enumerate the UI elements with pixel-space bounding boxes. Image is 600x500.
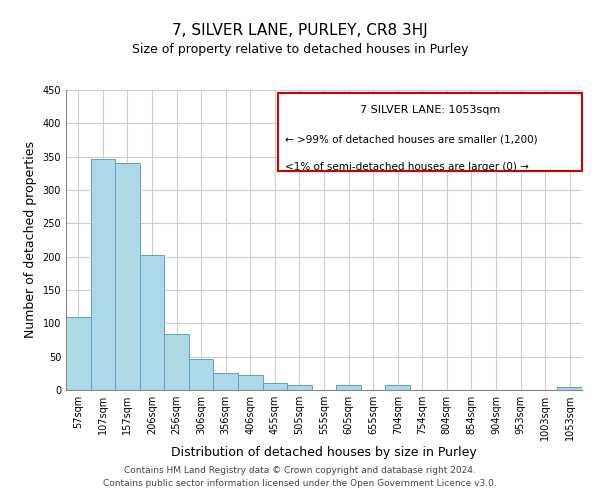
- Text: Contains HM Land Registry data © Crown copyright and database right 2024.
Contai: Contains HM Land Registry data © Crown c…: [103, 466, 497, 487]
- Bar: [557, 388, 582, 390]
- Bar: [115, 162, 140, 390]
- Bar: [336, 386, 361, 390]
- Bar: [214, 374, 238, 390]
- Text: ← >99% of detached houses are smaller (1,200): ← >99% of detached houses are smaller (1…: [286, 135, 538, 145]
- Bar: [91, 158, 115, 390]
- Text: <1% of semi-detached houses are larger (0) →: <1% of semi-detached houses are larger (…: [286, 162, 529, 172]
- FancyBboxPatch shape: [278, 93, 582, 171]
- Bar: [263, 382, 287, 390]
- X-axis label: Distribution of detached houses by size in Purley: Distribution of detached houses by size …: [171, 446, 477, 459]
- Y-axis label: Number of detached properties: Number of detached properties: [24, 142, 37, 338]
- Bar: [287, 386, 312, 390]
- Bar: [140, 254, 164, 390]
- Bar: [189, 360, 214, 390]
- Bar: [238, 374, 263, 390]
- Text: 7 SILVER LANE: 1053sqm: 7 SILVER LANE: 1053sqm: [359, 105, 500, 115]
- Bar: [385, 384, 410, 390]
- Text: 7, SILVER LANE, PURLEY, CR8 3HJ: 7, SILVER LANE, PURLEY, CR8 3HJ: [172, 22, 428, 38]
- Bar: [164, 334, 189, 390]
- Text: Size of property relative to detached houses in Purley: Size of property relative to detached ho…: [132, 42, 468, 56]
- Bar: [66, 316, 91, 390]
